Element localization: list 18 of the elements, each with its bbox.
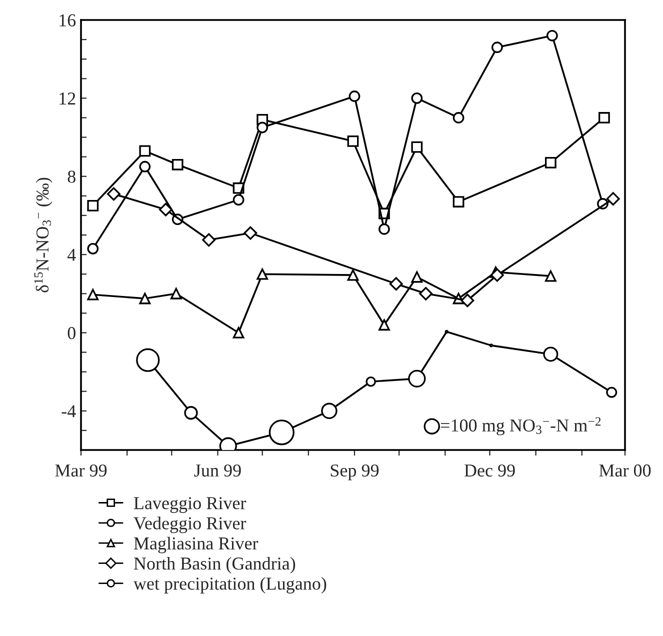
y-tick-label: 8	[68, 170, 76, 183]
y-tick-label: 0	[68, 326, 76, 340]
y-tick-label: 16	[60, 14, 76, 26]
x-tick-label: Sep 99	[330, 464, 379, 480]
legend-label: =100 mg NO$_{3}$$^{−}$-N m$^{−2}$	[440, 417, 601, 436]
y-tick-label: -4	[62, 405, 76, 418]
x-tick-label: Dec 99	[464, 464, 515, 477]
legend-label: North Basin (Gandria)	[134, 556, 296, 574]
x-tick-label: Mar 99	[55, 464, 107, 477]
legend-label: Magliasina River	[134, 536, 258, 554]
x-tick-label: Mar 00	[599, 464, 651, 477]
legend-label: wet precipitation (Lugano)	[133, 577, 326, 594]
y-axis-title: δ$^{15}$N-NO$_{3}$$^{−}$ (‰)	[34, 178, 52, 292]
x-tick-label: Jun 99	[194, 464, 241, 477]
legend-label: Laveggio River	[134, 497, 246, 513]
legend-label: Vedeggio River	[134, 516, 246, 534]
y-tick-label: 12	[60, 92, 76, 104]
y-tick-label: 4	[67, 248, 76, 261]
